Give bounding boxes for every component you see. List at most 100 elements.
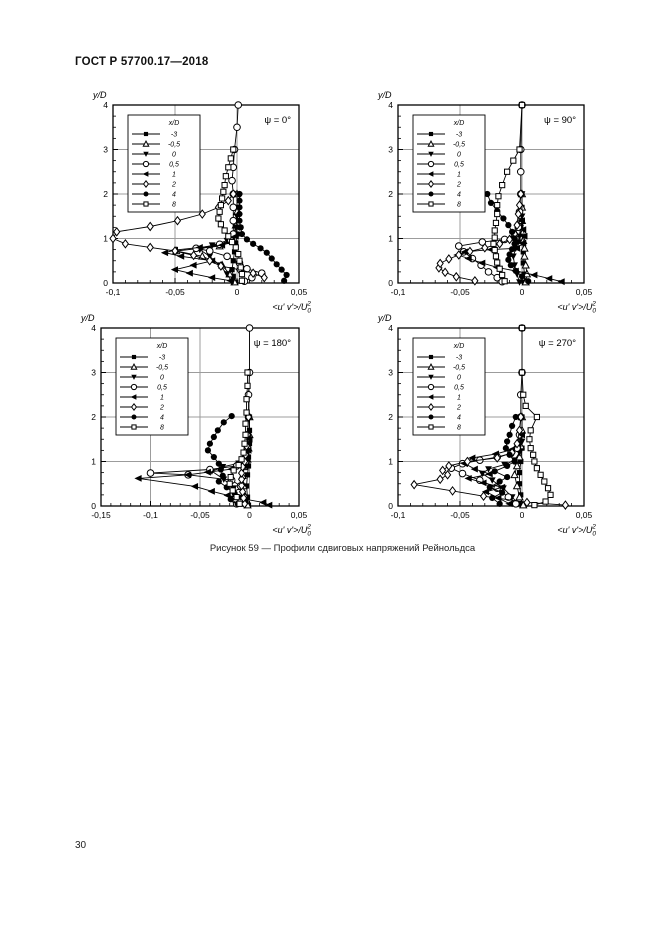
svg-text:4: 4 <box>457 192 461 199</box>
svg-text:0,5: 0,5 <box>157 385 167 392</box>
svg-text:4: 4 <box>160 415 164 422</box>
svg-text:0: 0 <box>520 287 525 297</box>
svg-text:0,05: 0,05 <box>576 287 593 297</box>
svg-text:-3: -3 <box>171 132 177 139</box>
svg-text:1: 1 <box>91 457 96 467</box>
svg-text:0,5: 0,5 <box>169 162 179 169</box>
svg-text:-0,05: -0,05 <box>450 510 470 520</box>
svg-text:2: 2 <box>91 412 96 422</box>
chart-psi-270: -0,1 -0,05 0 0,05 0 1 2 3 4 y/D <u' v'>/U02 ψ = 270… <box>377 313 596 538</box>
legend: x/D -3 -0,5 0 0,5 1 2 4 8 <box>412 114 486 213</box>
series-xD-8 <box>518 324 554 509</box>
svg-text:0: 0 <box>388 278 393 288</box>
svg-text:1: 1 <box>457 395 461 402</box>
chart-title: ψ = 0° <box>264 115 291 126</box>
svg-text:3: 3 <box>388 368 393 378</box>
x-axis-label: <u' v'>/U02 <box>557 301 596 315</box>
series-xD-2 <box>410 412 570 510</box>
svg-text:4: 4 <box>457 415 461 422</box>
chart-title: ψ = 270° <box>539 338 576 349</box>
x-axis-label: <u' v'>/U02 <box>557 524 596 538</box>
x-axis-label: <u' v'>/U02 <box>272 524 311 538</box>
svg-text:0,5: 0,5 <box>454 162 464 169</box>
svg-text:3: 3 <box>91 368 96 378</box>
svg-text:0: 0 <box>247 510 252 520</box>
svg-text:0,5: 0,5 <box>454 385 464 392</box>
x-axis-label: <u' v'>/U02 <box>272 301 311 315</box>
tick-labels: -0,1 -0,05 0 0,05 0 1 2 3 4 <box>103 100 307 297</box>
series-xD-8 <box>215 146 246 284</box>
figure-caption: Рисунок 59 — Профили сдвиговых напряжени… <box>209 543 476 554</box>
svg-text:0: 0 <box>172 152 176 159</box>
svg-text:0: 0 <box>457 152 461 159</box>
svg-text:-0,05: -0,05 <box>450 287 470 297</box>
tick-labels: -0,15 -0,1 -0,05 0 0,05 0 1 2 3 4 <box>91 323 307 520</box>
legend-title: x/D <box>453 343 465 350</box>
svg-text:2: 2 <box>388 412 393 422</box>
svg-text:-0,5: -0,5 <box>168 142 180 149</box>
series-xD-4 <box>236 190 290 284</box>
series-xD-2 <box>435 189 525 286</box>
svg-text:0: 0 <box>388 501 393 511</box>
svg-text:-3: -3 <box>456 132 462 139</box>
svg-text:-0,5: -0,5 <box>156 365 168 372</box>
svg-text:2: 2 <box>171 182 176 189</box>
y-axis-label: y/D <box>377 90 392 100</box>
svg-text:0: 0 <box>457 375 461 382</box>
svg-text:4: 4 <box>103 100 108 110</box>
chart-title: ψ = 90° <box>544 115 576 126</box>
svg-text:8: 8 <box>457 202 461 209</box>
svg-text:-0,15: -0,15 <box>91 510 111 520</box>
svg-text:3: 3 <box>103 145 108 155</box>
svg-text:-0,05: -0,05 <box>190 510 210 520</box>
svg-text:0,05: 0,05 <box>291 510 308 520</box>
svg-text:0,05: 0,05 <box>576 510 593 520</box>
svg-text:-0,1: -0,1 <box>106 287 121 297</box>
svg-text:0: 0 <box>103 278 108 288</box>
chart-title: ψ = 180° <box>254 338 291 349</box>
svg-text:-3: -3 <box>159 355 165 362</box>
y-axis-label: y/D <box>377 313 392 323</box>
document-header: ГОСТ Р 57700.17—2018 <box>75 56 209 68</box>
svg-text:3: 3 <box>388 145 393 155</box>
svg-text:1: 1 <box>172 172 176 179</box>
svg-text:1: 1 <box>388 234 393 244</box>
axis-ticks <box>112 104 300 284</box>
svg-text:-3: -3 <box>456 355 462 362</box>
axis-ticks <box>100 327 300 507</box>
tick-labels: -0,1 -0,05 0 0,05 0 1 2 3 4 <box>388 323 592 520</box>
svg-text:-0,1: -0,1 <box>143 510 158 520</box>
svg-text:-0,1: -0,1 <box>391 510 406 520</box>
svg-text:2: 2 <box>388 189 393 199</box>
series-xD-8 <box>490 101 526 285</box>
legend-title: x/D <box>168 120 180 127</box>
svg-text:8: 8 <box>172 202 176 209</box>
svg-text:4: 4 <box>172 192 176 199</box>
legend-title: x/D <box>156 343 168 350</box>
svg-text:-0,5: -0,5 <box>453 365 465 372</box>
series-xD-8 <box>226 369 251 507</box>
svg-text:8: 8 <box>457 425 461 432</box>
svg-text:0: 0 <box>235 287 240 297</box>
svg-text:1: 1 <box>160 395 164 402</box>
svg-text:0: 0 <box>160 375 164 382</box>
svg-text:-0,5: -0,5 <box>453 142 465 149</box>
series-xD-1 <box>134 435 273 509</box>
svg-text:1: 1 <box>103 234 108 244</box>
svg-text:1: 1 <box>457 172 461 179</box>
svg-text:-0,05: -0,05 <box>165 287 185 297</box>
legend: x/D -3 -0,5 0 0,5 1 2 4 8 <box>115 337 189 436</box>
svg-text:2: 2 <box>159 405 164 412</box>
svg-text:4: 4 <box>388 100 393 110</box>
y-axis-label: y/D <box>92 90 107 100</box>
svg-text:-0,1: -0,1 <box>391 287 406 297</box>
series-xD-4 <box>484 190 532 285</box>
svg-text:0: 0 <box>91 501 96 511</box>
tick-labels: -0,1 -0,05 0 0,05 0 1 2 3 4 <box>388 100 592 297</box>
legend-title: x/D <box>453 120 465 127</box>
page-number: 30 <box>75 840 87 851</box>
